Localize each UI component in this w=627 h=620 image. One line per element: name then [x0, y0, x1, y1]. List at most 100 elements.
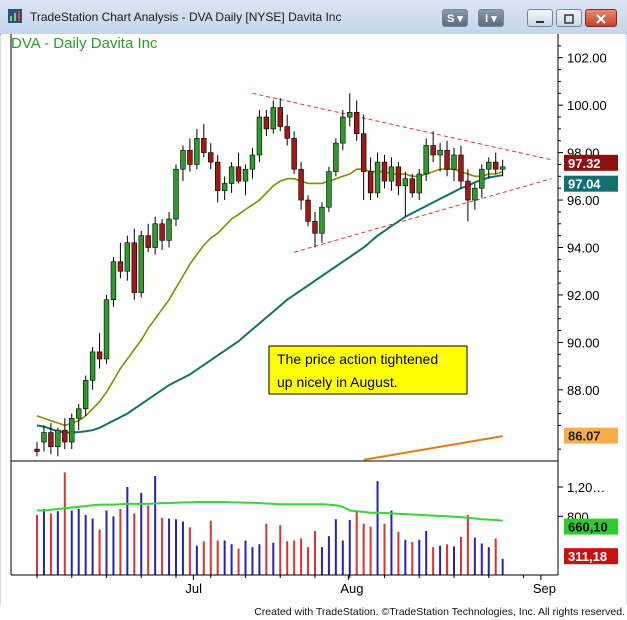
price-tick-label: 94.00	[567, 241, 600, 256]
candle-body	[305, 199, 311, 222]
price-tick-label: 100.00	[567, 98, 607, 113]
last-price-label: 97.32	[568, 156, 601, 171]
candle-body	[479, 168, 485, 189]
chart-company: Davita Inc	[91, 35, 158, 52]
candle-body	[256, 116, 263, 156]
candle-body	[298, 168, 304, 201]
close-button[interactable]	[585, 9, 617, 27]
window-title: TradeStation Chart Analysis - DVA Daily …	[30, 10, 342, 24]
candle-body	[96, 351, 103, 360]
title-bar[interactable]: TradeStation Chart Analysis - DVA Daily …	[0, 0, 627, 35]
candle-body	[381, 161, 388, 182]
volume-avg-label-bg	[564, 518, 618, 535]
candle-body	[194, 138, 200, 165]
candle-body	[62, 429, 68, 443]
candle-body	[235, 166, 242, 182]
candle-body	[353, 111, 360, 134]
candle-body	[347, 111, 353, 118]
candle-body	[41, 432, 47, 443]
candle-body	[388, 166, 395, 182]
candle-body	[249, 154, 256, 170]
candle-body	[69, 417, 75, 443]
chart-area[interactable]: 102.00 100.00 98.00 96.00 94.00 92.00 90.00 88.…	[1, 34, 626, 605]
chart-symbol-name: DVA	[11, 35, 41, 52]
candle-body	[492, 161, 499, 170]
candle-body	[291, 138, 297, 170]
s-dropdown-button[interactable]: S ▾	[442, 9, 468, 27]
candle-body	[242, 168, 249, 182]
price-tick-label: 92.00	[567, 288, 600, 303]
close-icon	[596, 14, 606, 24]
time-tick-label: Aug	[340, 581, 363, 596]
i-button-label: I	[485, 13, 489, 25]
candle-body	[103, 299, 110, 360]
ma-long-line	[363, 435, 503, 461]
candle-body	[48, 432, 54, 448]
ma-fast-line	[36, 168, 503, 427]
candle-body	[117, 261, 124, 272]
candle-body	[34, 448, 40, 452]
price-tick-label: 96.00	[567, 193, 600, 208]
candle-body	[360, 133, 367, 172]
candle-body	[416, 173, 422, 194]
candle-body	[55, 429, 61, 448]
candle-body	[472, 187, 478, 201]
volume-pane	[36, 472, 504, 575]
candle-body	[215, 161, 221, 191]
s-button-label: S	[447, 13, 455, 25]
volume-last-label: 311,18	[568, 549, 607, 564]
minimize-icon	[536, 21, 544, 23]
candle-body	[312, 221, 318, 234]
candle-body	[430, 145, 436, 156]
candle-body	[333, 142, 339, 172]
annotation-line1: The price action tightened	[277, 351, 438, 367]
candle-body	[423, 145, 429, 175]
candle-body	[402, 178, 409, 187]
chart-svg[interactable]: 102.00100.0098.0096.0094.0092.0090.0088.…	[1, 34, 626, 605]
candle-body	[395, 166, 402, 187]
candle-body	[138, 235, 144, 293]
candle-body	[367, 171, 374, 194]
ma-long-value-label: 86.07	[568, 429, 601, 444]
price-axis: 102.00100.0098.0096.0094.0092.0090.0088.…	[558, 45, 618, 565]
minimize-button[interactable]	[527, 9, 553, 27]
price-tick-label: 88.00	[567, 383, 600, 398]
footer: Created with TradeStation. ©TradeStation…	[0, 605, 627, 620]
lower-trendline	[294, 178, 552, 253]
maximize-icon	[564, 14, 574, 24]
maximize-button[interactable]	[556, 9, 582, 27]
candle-body	[131, 242, 137, 293]
candle-body	[319, 206, 325, 234]
candle-body	[499, 166, 506, 170]
i-dropdown-button[interactable]: I ▾	[478, 9, 504, 27]
candle-body	[486, 161, 492, 170]
annotation-line2: up nicely in August.	[277, 374, 398, 390]
candle-body	[110, 261, 117, 300]
ma-fast-value-label: 97.04	[568, 177, 601, 192]
candle-body	[284, 126, 290, 139]
volume-average-line	[37, 501, 503, 522]
candle-body	[444, 149, 450, 170]
price-tick-label: 102.00	[567, 51, 607, 66]
price-pane	[34, 92, 552, 461]
candle-body	[208, 152, 214, 163]
candle-body	[228, 166, 235, 184]
volume-last-label-bg	[564, 548, 618, 565]
candle-body	[263, 116, 270, 130]
candle-body	[166, 218, 172, 241]
volume-tick-label: 1,20…	[567, 480, 605, 495]
time-tick-label: Sep	[533, 581, 556, 596]
footer-copyright: Created with TradeStation. ©TradeStation…	[254, 606, 625, 618]
volume-avg-label: 660,10	[568, 520, 608, 535]
candle-body	[152, 223, 158, 248]
candle-body	[465, 180, 471, 201]
candle-body	[173, 168, 179, 220]
upper-trendline	[252, 92, 552, 161]
candle-body	[76, 408, 82, 419]
candle-body	[374, 161, 381, 194]
last-price-label-bg	[564, 154, 618, 171]
candle-body	[409, 178, 415, 194]
candle-body	[458, 154, 464, 182]
candle-body	[82, 380, 89, 410]
